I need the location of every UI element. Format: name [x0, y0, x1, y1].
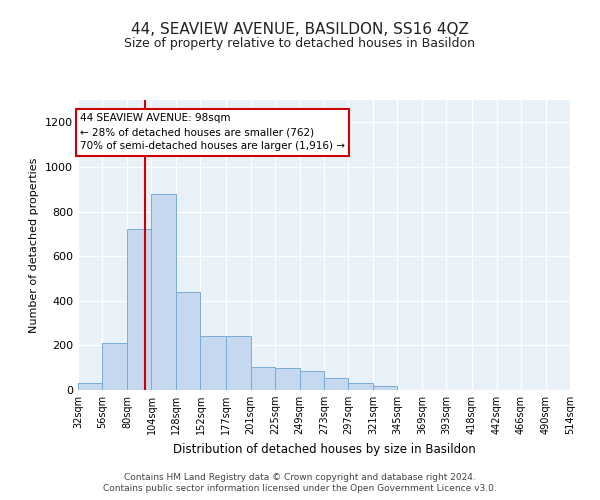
- Bar: [299, 371, 324, 390]
- Bar: [176, 292, 200, 390]
- Bar: [275, 368, 299, 390]
- Text: Size of property relative to detached houses in Basildon: Size of property relative to detached ho…: [125, 38, 476, 51]
- Bar: [226, 336, 251, 390]
- Bar: [251, 366, 275, 390]
- Bar: [103, 343, 127, 390]
- Bar: [200, 336, 226, 390]
- Bar: [373, 386, 397, 390]
- Bar: [127, 230, 151, 390]
- Y-axis label: Number of detached properties: Number of detached properties: [29, 158, 40, 332]
- Bar: [78, 384, 103, 390]
- Text: Contains HM Land Registry data © Crown copyright and database right 2024.: Contains HM Land Registry data © Crown c…: [124, 472, 476, 482]
- X-axis label: Distribution of detached houses by size in Basildon: Distribution of detached houses by size …: [173, 442, 475, 456]
- Bar: [324, 378, 349, 390]
- Bar: [151, 194, 176, 390]
- Text: 44 SEAVIEW AVENUE: 98sqm
← 28% of detached houses are smaller (762)
70% of semi-: 44 SEAVIEW AVENUE: 98sqm ← 28% of detach…: [80, 114, 345, 152]
- Text: 44, SEAVIEW AVENUE, BASILDON, SS16 4QZ: 44, SEAVIEW AVENUE, BASILDON, SS16 4QZ: [131, 22, 469, 38]
- Bar: [349, 384, 373, 390]
- Text: Contains public sector information licensed under the Open Government Licence v3: Contains public sector information licen…: [103, 484, 497, 493]
